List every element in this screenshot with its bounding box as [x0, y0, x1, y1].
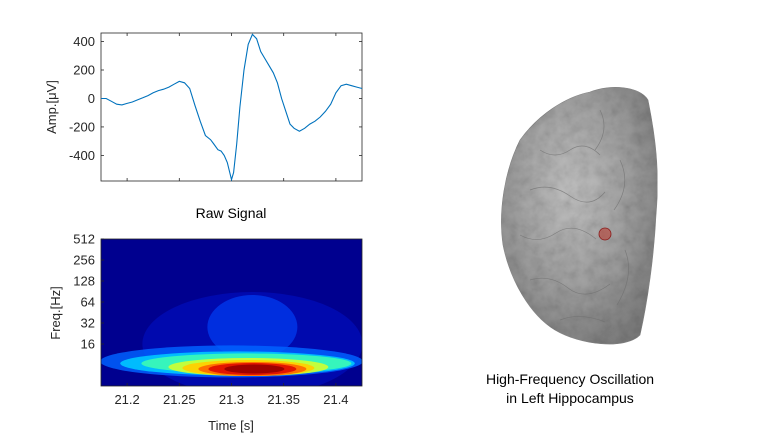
spec-y-tick-label: 64 [81, 295, 95, 310]
raw-y-tick-label: -400 [69, 148, 95, 163]
raw-signal-y-ticks: 400 200 0 -200 -400 [69, 34, 362, 163]
raw-signal-line [101, 33, 363, 182]
hfo-location-marker [598, 227, 612, 241]
raw-signal-axes-box [100, 32, 363, 182]
brain-surface-render: High-Frequency Oscillation in Left Hippo… [486, 87, 658, 406]
raw-signal-ylabel: Amp.[μV] [44, 80, 59, 134]
brain-fold-lines [519, 109, 629, 323]
spectrogram-image [101, 239, 362, 386]
raw-signal-plot: 400 200 0 -200 -400 Amp.[μV] Raw Signal [44, 32, 363, 221]
raw-y-tick-label: 400 [73, 34, 95, 49]
spec-y-tick-label: 128 [73, 274, 95, 289]
spec-y-tick-label: 512 [73, 232, 95, 247]
spec-x-tick-label: 21.4 [323, 392, 348, 407]
raw-signal-title: Raw Signal [196, 205, 267, 221]
raw-y-tick-label: 0 [88, 91, 95, 106]
spec-x-tick-label: 21.25 [163, 392, 196, 407]
spectrogram-plot: 512 256 128 64 32 16 21.2 21.25 21.3 21.35 21.4 F… [48, 232, 363, 433]
spectrogram-power-layer [207, 295, 298, 359]
raw-y-tick-label: -200 [69, 119, 95, 134]
brain-caption-line2: in Left Hippocampus [506, 390, 634, 406]
spec-x-tick-label: 21.3 [219, 392, 244, 407]
raw-y-tick-label: 200 [73, 63, 95, 78]
spec-y-tick-label: 32 [81, 316, 95, 331]
spectrogram-power-layer [224, 364, 285, 374]
spectrogram-xlabel: Time [s] [208, 418, 254, 433]
spec-x-tick-label: 21.2 [114, 392, 139, 407]
spec-y-tick-label: 16 [81, 337, 95, 352]
spec-y-tick-label: 256 [73, 253, 95, 268]
spectrogram-y-ticks: 512 256 128 64 32 16 [73, 232, 104, 352]
spectrogram-x-ticks: 21.2 21.25 21.3 21.35 21.4 [114, 383, 349, 407]
spec-x-tick-label: 21.35 [267, 392, 300, 407]
spectrogram-ylabel: Freq.[Hz] [48, 286, 63, 339]
brain-caption-line1: High-Frequency Oscillation [486, 371, 654, 387]
hippocampus-surface [501, 87, 658, 345]
